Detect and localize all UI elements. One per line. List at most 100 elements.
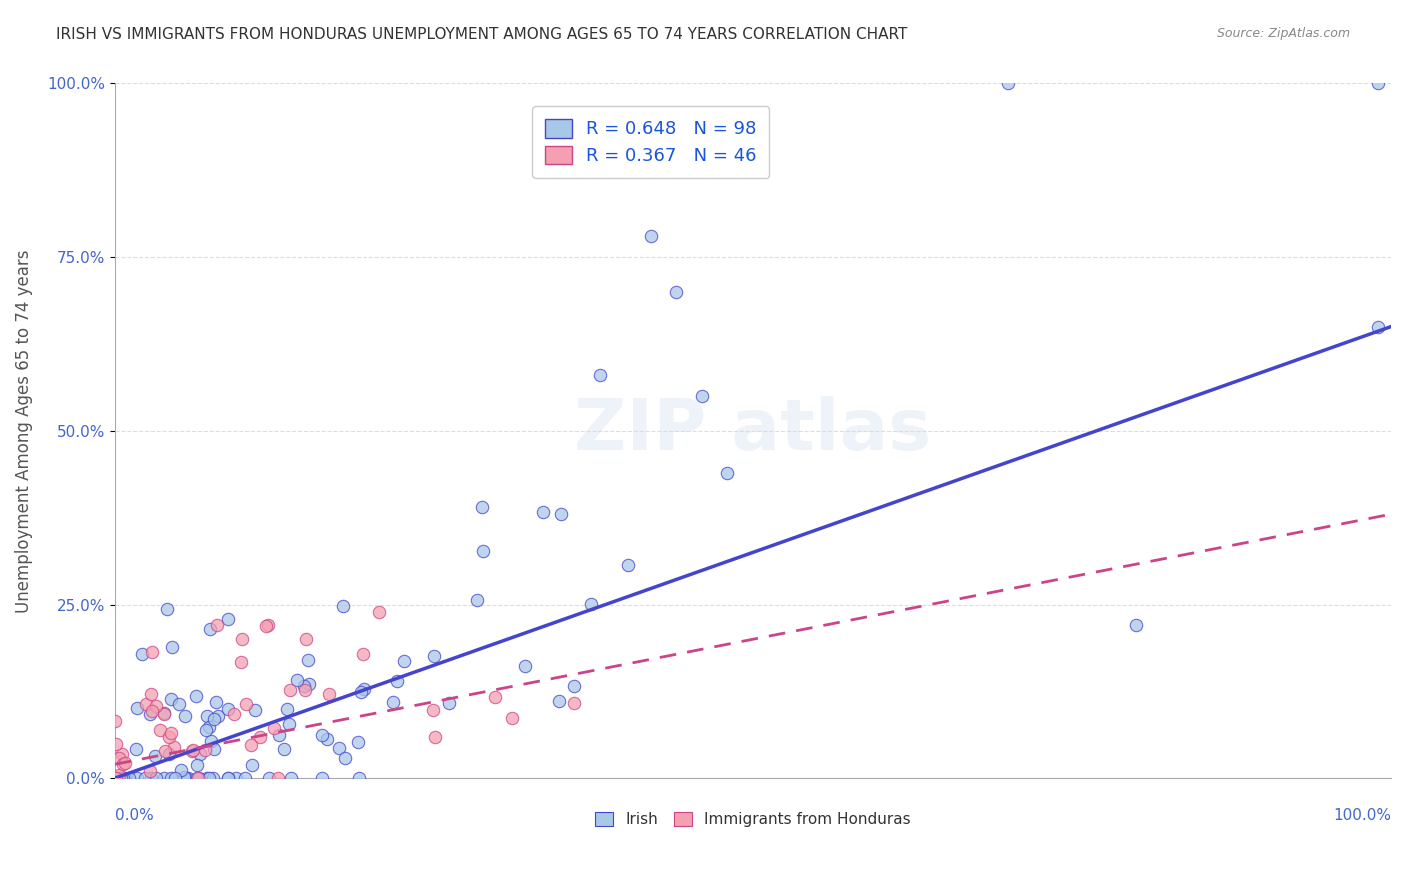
Point [550,507,572,521]
Point [125,771,148,785]
Point [240,738,263,752]
Point [484,690,506,704]
Point [104,714,127,728]
Point [294,683,316,698]
Point [997,77,1019,91]
Point [153,706,176,721]
Point [186,689,208,703]
Point [207,709,229,723]
Point [347,771,370,785]
Point [153,744,176,758]
Point [562,679,585,693]
Point [217,612,239,626]
Point [318,687,340,701]
Point [423,730,446,744]
Point [198,771,221,785]
Point [332,599,354,614]
Point [562,696,585,710]
Point [162,640,184,654]
Point [347,734,370,748]
Point [194,743,217,757]
Point [141,771,163,785]
Text: 100.0%: 100.0% [1333,808,1391,823]
Point [1367,77,1389,91]
Point [231,632,253,647]
Text: ZIP atlas: ZIP atlas [574,396,931,466]
Point [186,771,208,785]
Point [135,698,157,712]
Point [149,723,172,737]
Point [588,368,610,383]
Point [202,712,225,726]
Point [298,676,321,690]
Point [231,655,253,669]
Point [501,711,523,725]
Point [200,733,222,747]
Point [201,771,224,785]
Point [127,701,149,715]
Point [640,229,662,244]
Point [186,758,208,772]
Point [665,285,688,299]
Point [716,466,738,480]
Point [152,706,174,721]
Point [174,771,197,785]
Point [335,750,357,764]
Text: 0.0%: 0.0% [115,808,153,823]
Point [249,730,271,744]
Point [278,683,301,698]
Point [160,692,183,706]
Point [280,771,302,785]
Point [195,771,218,785]
Point [163,771,186,785]
Point [197,720,219,734]
Point [295,632,318,647]
Point [170,763,193,777]
Point [225,771,247,785]
Point [173,770,195,784]
Point [188,747,211,761]
Point [141,704,163,718]
Point [233,771,256,785]
Point [297,653,319,667]
Point [157,730,180,744]
Point [104,771,127,785]
Point [157,747,180,762]
Point [285,673,308,687]
Point [160,726,183,740]
Point [224,706,246,721]
Point [138,706,160,721]
Y-axis label: Unemployment Among Ages 65 to 74 years: Unemployment Among Ages 65 to 74 years [15,249,32,613]
Point [471,500,494,515]
Point [108,768,131,782]
Point [273,741,295,756]
Point [187,771,209,785]
Point [217,702,239,716]
Point [257,771,280,785]
Point [353,682,375,697]
Point [131,647,153,661]
Point [134,771,156,785]
Point [256,618,278,632]
Point [423,649,446,664]
Point [267,728,290,742]
Point [392,654,415,668]
Point [107,771,129,785]
Point [350,685,373,699]
Point [254,619,277,633]
Point [311,728,333,742]
Point [235,697,257,711]
Point [328,741,350,756]
Point [385,674,408,689]
Point [277,717,299,731]
Point [579,598,602,612]
Point [316,732,339,747]
Point [617,558,640,573]
Point [114,771,136,785]
Point [202,741,225,756]
Point [1367,319,1389,334]
Point [352,647,374,661]
Point [205,694,228,708]
Point [163,740,186,755]
Point [1125,618,1147,632]
